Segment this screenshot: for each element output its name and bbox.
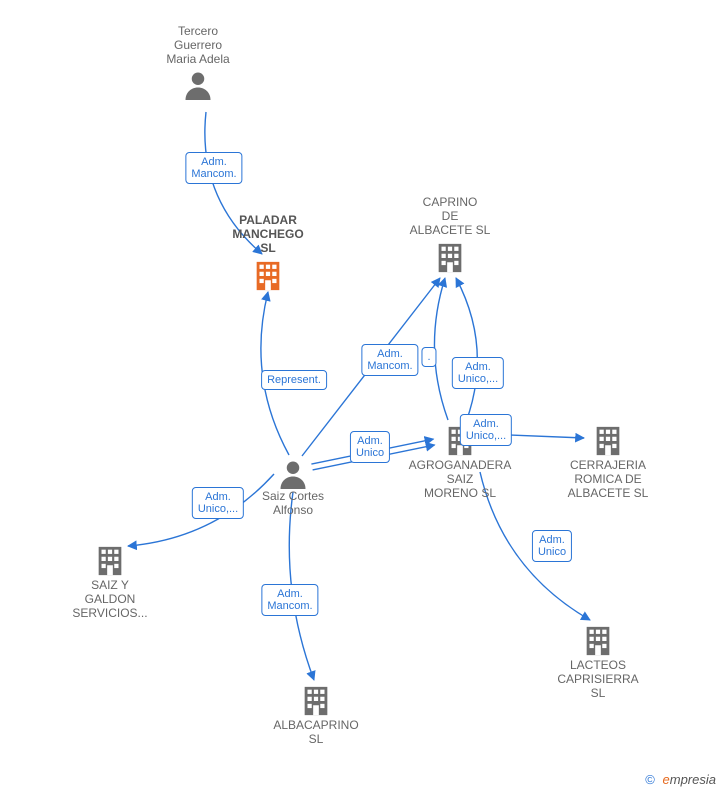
building-icon <box>591 424 625 458</box>
person-icon <box>278 459 308 489</box>
edge-label-saizcortes-saizgaldon: Adm. Unico,... <box>192 487 244 519</box>
node-label: LACTEOS CAPRISIERRA SL <box>528 658 668 700</box>
edge-agrogan-caprino <box>434 278 448 420</box>
node-label: Tercero Guerrero Maria Adela <box>128 24 268 66</box>
node-label: ALBACAPRINO SL <box>246 718 386 746</box>
brand-accent: e <box>663 772 670 787</box>
edge-label-agrogan-cerrajeria: Adm. Unico,... <box>460 414 512 446</box>
edge-label-agrogan-lacteos: Adm. Unico <box>532 530 572 562</box>
node-albacap[interactable]: ALBACAPRINO SL <box>246 680 386 746</box>
building-icon <box>93 544 127 578</box>
watermark: © empresia <box>645 772 716 787</box>
edge-label-tercero-paladar: Adm. Mancom. <box>185 152 242 184</box>
node-label: SAIZ Y GALDON SERVICIOS... <box>40 578 180 620</box>
building-icon <box>433 241 467 275</box>
edge-label-saizcortes-paladar: Represent. <box>261 370 327 390</box>
node-caprino[interactable]: CAPRINO DE ALBACETE SL <box>380 195 520 275</box>
building-icon <box>299 684 333 718</box>
node-label: AGROGANADERA SAIZ MORENO SL <box>390 458 530 500</box>
edge-label-saizcortes-albacap: Adm. Mancom. <box>261 584 318 616</box>
node-tercero[interactable]: Tercero Guerrero Maria Adela <box>128 24 268 100</box>
edge-label-saizcortes-caprino: Adm. Mancom. <box>361 344 418 376</box>
edge-label-agrogan-caprino: . <box>421 347 436 367</box>
brand-rest: mpresia <box>670 772 716 787</box>
node-label: PALADAR MANCHEGO SL <box>198 213 338 255</box>
building-icon <box>581 624 615 658</box>
node-saizgaldon[interactable]: SAIZ Y GALDON SERVICIOS... <box>40 540 180 620</box>
edge-label-agrogan-caprino: Adm. Unico,... <box>452 357 504 389</box>
edge-agrogan-caprino <box>456 278 477 422</box>
node-label: CERRAJERIA ROMICA DE ALBACETE SL <box>538 458 678 500</box>
node-lacteos[interactable]: LACTEOS CAPRISIERRA SL <box>528 620 668 700</box>
copyright-symbol: © <box>645 772 655 787</box>
person-icon <box>183 70 213 100</box>
node-label: Saiz Cortes Alfonso <box>223 489 363 517</box>
node-cerrajeria[interactable]: CERRAJERIA ROMICA DE ALBACETE SL <box>538 420 678 500</box>
edge-label-saizcortes-agrogan: Adm. Unico <box>350 431 390 463</box>
node-saizcortes[interactable]: Saiz Cortes Alfonso <box>223 455 363 517</box>
building-icon <box>251 259 285 293</box>
node-paladar[interactable]: PALADAR MANCHEGO SL <box>198 213 338 293</box>
node-label: CAPRINO DE ALBACETE SL <box>380 195 520 237</box>
